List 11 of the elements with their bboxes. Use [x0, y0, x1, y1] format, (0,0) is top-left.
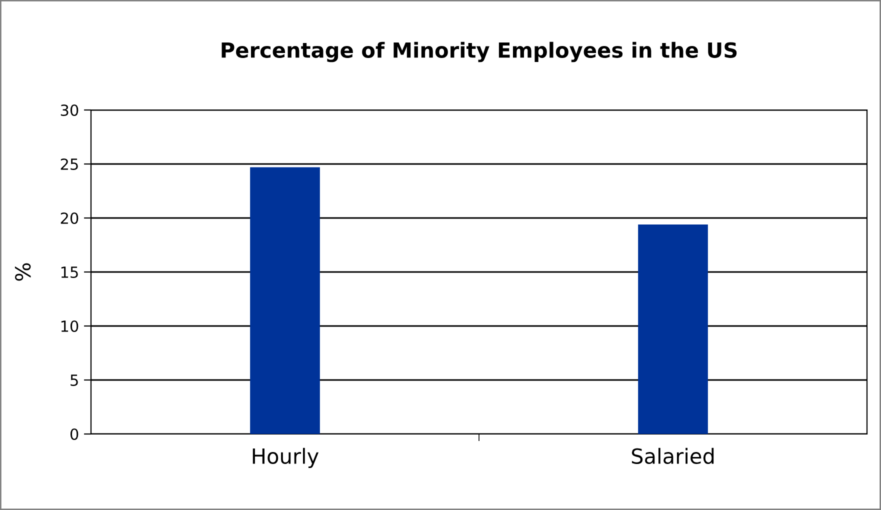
x-tick-label: Salaried [632, 448, 714, 464]
y-tick-label: 25 [60, 158, 78, 170]
chart-title: Percentage of Minority Employees in the US [222, 42, 737, 62]
y-tick-label: 30 [60, 104, 78, 116]
y-axis-title: % [14, 263, 31, 281]
x-tick-label: Hourly [252, 448, 319, 468]
y-tick-label: 10 [61, 320, 78, 332]
y-tick-label: 15 [61, 266, 78, 278]
y-tick-label: 20 [60, 212, 78, 224]
y-tick-label: 5 [70, 374, 78, 386]
y-tick-label: 0 [70, 428, 78, 440]
